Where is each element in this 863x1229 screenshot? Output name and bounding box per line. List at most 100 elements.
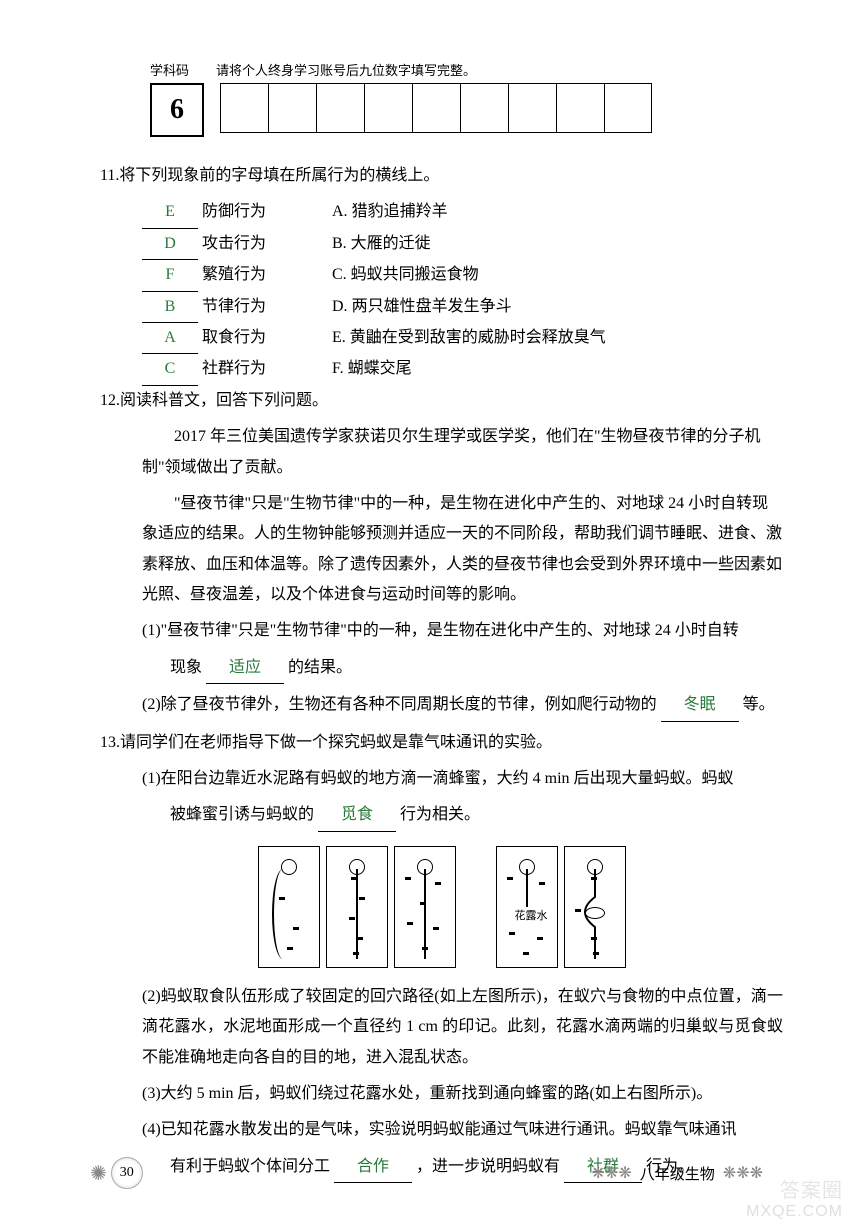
sub-text: 的结果。 bbox=[288, 659, 352, 676]
sub-text: 被蜂蜜引诱与蚂蚁的 bbox=[170, 806, 314, 823]
answer-blank[interactable]: A bbox=[142, 323, 198, 354]
question-stem: 阅读科普文，回答下列问题。 bbox=[120, 392, 328, 409]
answer-blank[interactable]: 冬眠 bbox=[661, 690, 739, 721]
q11-row: F 繁殖行为 C. 蚂蚁共同搬运食物 bbox=[100, 260, 783, 291]
answer-blank[interactable]: B bbox=[142, 292, 198, 323]
watermark-line: MXQE.COM bbox=[746, 1203, 843, 1221]
option-text: 大雁的迁徙 bbox=[351, 235, 431, 252]
question-13: 13.请同学们在老师指导下做一个探究蚂蚁是靠气味通讯的实验。 bbox=[100, 728, 783, 758]
sub-question: (4)已知花露水散发出的是气味，实验说明蚂蚁能通过气味进行通讯。蚂蚁靠气味通讯 bbox=[100, 1115, 783, 1145]
q11-row: D 攻击行为 B. 大雁的迁徙 bbox=[100, 229, 783, 260]
option-letter: A. bbox=[332, 203, 348, 220]
account-cell[interactable] bbox=[316, 83, 364, 133]
ant-trail-icon bbox=[356, 869, 358, 959]
account-cell[interactable] bbox=[556, 83, 604, 133]
account-cell[interactable] bbox=[508, 83, 556, 133]
question-12: 12.阅读科普文，回答下列问题。 bbox=[100, 386, 783, 416]
ant-icon bbox=[357, 937, 363, 940]
figure-panel bbox=[326, 846, 388, 968]
q11-row: A 取食行为 E. 黄鼬在受到敌害的威胁时会释放臭气 bbox=[100, 323, 783, 354]
figure-panel bbox=[258, 846, 320, 968]
option-text: 猎豹追捕羚羊 bbox=[352, 203, 448, 220]
q11-row: C 社群行为 F. 蝴蝶交尾 bbox=[100, 354, 783, 385]
option-letter: D. bbox=[332, 298, 348, 315]
ant-trail-icon bbox=[272, 869, 294, 959]
account-cell[interactable] bbox=[364, 83, 412, 133]
account-cell[interactable] bbox=[460, 83, 508, 133]
account-cell[interactable] bbox=[268, 83, 316, 133]
question-number: 11. bbox=[100, 167, 119, 184]
figure-left-group bbox=[258, 846, 456, 968]
option-text: 蚂蚁共同搬运食物 bbox=[351, 266, 479, 283]
account-cell[interactable] bbox=[220, 83, 268, 133]
behavior-label: 社群行为 bbox=[202, 360, 266, 377]
ant-icon bbox=[405, 877, 411, 880]
ornament-icon: ✺ bbox=[90, 1161, 107, 1186]
account-cell[interactable] bbox=[604, 83, 652, 133]
option-letter: C. bbox=[332, 266, 347, 283]
ant-icon bbox=[287, 947, 293, 950]
sub-question: (2)蚂蚁取食队伍形成了较固定的回穴路径(如上左图所示)，在蚁穴与食物的中点位置… bbox=[100, 982, 783, 1073]
passage-paragraph: 2017 年三位美国遗传学家获诺贝尔生理学或医学奖，他们在"生物昼夜节律的分子机… bbox=[100, 422, 783, 483]
ant-icon bbox=[509, 932, 515, 935]
sub-text: 行为相关。 bbox=[400, 806, 480, 823]
figure-panel bbox=[394, 846, 456, 968]
sub-question: (2)除了昼夜节律外，生物还有各种不同周期长度的节律，例如爬行动物的 冬眠 等。 bbox=[100, 690, 783, 721]
answer-blank[interactable]: 觅食 bbox=[318, 800, 396, 831]
answer-blank[interactable]: 适应 bbox=[206, 653, 284, 684]
footer-subject: ❋❋❋ 八年级生物 ❋❋❋ bbox=[592, 1163, 763, 1184]
ornament-icon: ❋❋❋ bbox=[592, 1163, 632, 1183]
experiment-figure: 花露水 bbox=[100, 846, 783, 968]
behavior-label: 防御行为 bbox=[202, 203, 266, 220]
answer-blank[interactable]: F bbox=[142, 260, 198, 291]
option-letter: B. bbox=[332, 235, 347, 252]
behavior-label: 取食行为 bbox=[202, 329, 266, 346]
account-number-grid[interactable] bbox=[220, 83, 652, 137]
ant-icon bbox=[539, 882, 545, 885]
ant-trail-icon bbox=[526, 869, 528, 909]
subject-code-label: 学科码 bbox=[150, 60, 216, 79]
option-text: 蝴蝶交尾 bbox=[348, 360, 412, 377]
page-number-ornament: ✺ 30 bbox=[90, 1157, 143, 1189]
header-block: 学科码 请将个人终身学习账号后九位数字填写完整。 6 bbox=[100, 60, 783, 137]
subject-code-box: 6 bbox=[150, 83, 204, 137]
account-cell[interactable] bbox=[412, 83, 460, 133]
passage-paragraph: "昼夜节律"只是"生物节律"中的一种，是生物在进化中产生的、对地球 24 小时自… bbox=[100, 489, 783, 611]
ant-icon bbox=[420, 902, 426, 905]
sub-text: (1)"昼夜节律"只是"生物节律"中的一种，是生物在进化中产生的、对地球 24 … bbox=[142, 622, 739, 639]
ant-icon bbox=[407, 922, 413, 925]
ant-icon bbox=[353, 952, 359, 955]
ant-icon bbox=[422, 947, 428, 950]
sub-question-cont: 被蜂蜜引诱与蚂蚁的 觅食 行为相关。 bbox=[100, 800, 783, 831]
ant-icon bbox=[523, 952, 529, 955]
flower-water-label: 花露水 bbox=[515, 907, 548, 923]
option-letter: E. bbox=[332, 329, 346, 346]
worksheet-page: 学科码 请将个人终身学习账号后九位数字填写完整。 6 11.将下列现象前的字母填… bbox=[0, 0, 863, 1229]
question-11: 11.将下列现象前的字母填在所属行为的横线上。 bbox=[100, 161, 783, 191]
q11-row: E 防御行为 A. 猎豹追捕羚羊 bbox=[100, 197, 783, 228]
ant-icon bbox=[351, 877, 357, 880]
ant-icon bbox=[575, 909, 581, 912]
ant-icon bbox=[537, 937, 543, 940]
figure-right-group: 花露水 bbox=[496, 846, 626, 968]
q11-row: B 节律行为 D. 两只雄性盘羊发生争斗 bbox=[100, 292, 783, 323]
figure-panel bbox=[564, 846, 626, 968]
page-footer: ✺ 30 ❋❋❋ 八年级生物 ❋❋❋ bbox=[0, 1157, 863, 1189]
ant-icon bbox=[435, 882, 441, 885]
watermark-line: 答案圈 bbox=[780, 1174, 843, 1203]
answer-blank[interactable]: E bbox=[142, 197, 198, 228]
answer-blank[interactable]: D bbox=[142, 229, 198, 260]
ant-trail-icon bbox=[424, 869, 426, 959]
answer-blank[interactable]: C bbox=[142, 354, 198, 385]
option-letter: F. bbox=[332, 360, 344, 377]
footer-subject-text: 八年级生物 bbox=[640, 1163, 715, 1184]
sub-question-cont: 现象 适应 的结果。 bbox=[100, 653, 783, 684]
ant-icon bbox=[507, 877, 513, 880]
ant-icon bbox=[349, 917, 355, 920]
ant-icon bbox=[433, 927, 439, 930]
watermark: 答案圈 MXQE.COM bbox=[746, 1174, 843, 1221]
ant-icon bbox=[293, 927, 299, 930]
sub-text: 现象 bbox=[170, 659, 202, 676]
ant-icon bbox=[591, 877, 597, 880]
ant-icon bbox=[591, 937, 597, 940]
